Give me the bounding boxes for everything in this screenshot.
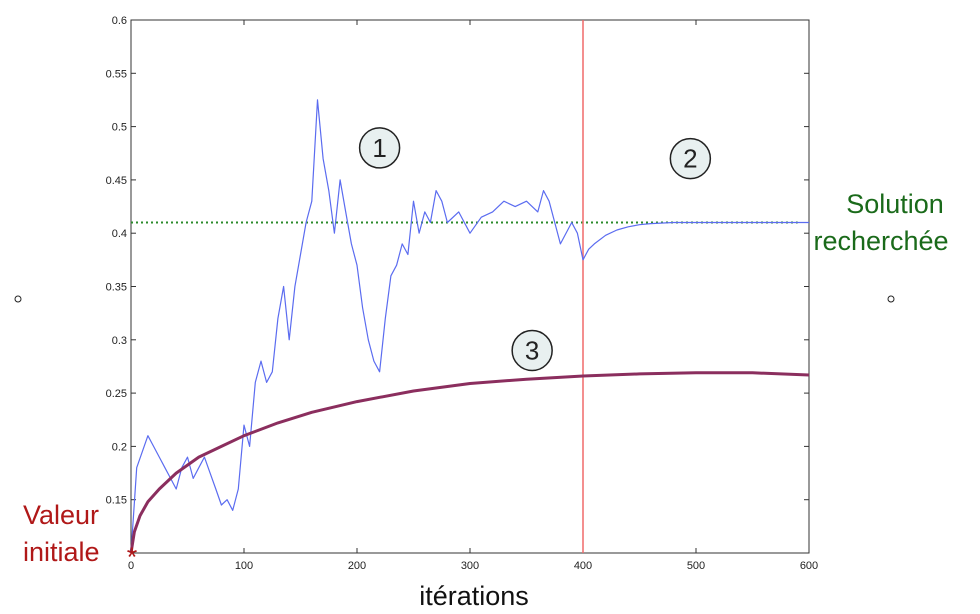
y-tick-label: 0.45	[106, 175, 127, 187]
badge-circle-2	[669, 137, 712, 180]
x-tick-label: 500	[687, 560, 705, 572]
y-tick-label: 0.2	[112, 441, 127, 453]
left-margin-dot	[14, 295, 22, 303]
initial-value-marker: *	[127, 542, 138, 572]
badge-label-2: 2	[683, 144, 697, 174]
x-tick-label: 200	[348, 560, 366, 572]
right-margin-dot	[887, 295, 895, 303]
badges: 1 2 3	[358, 127, 712, 372]
solution-label-line1: Solution	[846, 189, 944, 219]
series-line-noisy	[130, 99, 809, 554]
y-tick-label: 0.55	[106, 68, 127, 80]
plot-frame	[130, 19, 810, 554]
x-axis-label: itérations	[419, 581, 529, 611]
y-tick-label: 0.15	[106, 495, 127, 507]
badge-label-1: 1	[372, 133, 386, 163]
markers: *	[127, 542, 138, 572]
y-axis: 0.15 0.2 0.25 0.3 0.35 0.4 0.45 0.5 0.55 0.6	[106, 15, 809, 554]
x-axis: 0 100 200 300 400 500 600	[128, 20, 818, 572]
x-tick-label: 400	[574, 560, 592, 572]
x-tick-label: 0	[128, 560, 134, 572]
badge-label-3: 3	[525, 335, 539, 365]
solution-label-line2: recherchée	[813, 226, 948, 256]
plot-area: 0 100 200 300 400 500 600 0.150.20.250.30.350.…	[106, 15, 819, 572]
initial-label-line1: Valeur	[23, 500, 99, 530]
y-tick-label: 0.25	[106, 388, 127, 400]
series-line-smooth	[129, 371, 810, 554]
y-tick-label: 0.5	[112, 122, 127, 134]
series-layer	[129, 99, 810, 554]
badge-circle-3	[511, 329, 553, 372]
x-tick-label: 100	[235, 560, 253, 572]
badge-circle-1	[358, 127, 401, 169]
x-tick-label: 600	[800, 560, 818, 572]
y-tick-label: 0.3	[112, 335, 127, 347]
y-tick-label: 0.6	[112, 15, 127, 27]
initial-label-line2: initiale	[23, 537, 100, 567]
y-tick-label: 0.35	[106, 282, 127, 294]
y-tick-label: 0.4	[112, 228, 127, 240]
x-tick-label: 300	[461, 560, 479, 572]
